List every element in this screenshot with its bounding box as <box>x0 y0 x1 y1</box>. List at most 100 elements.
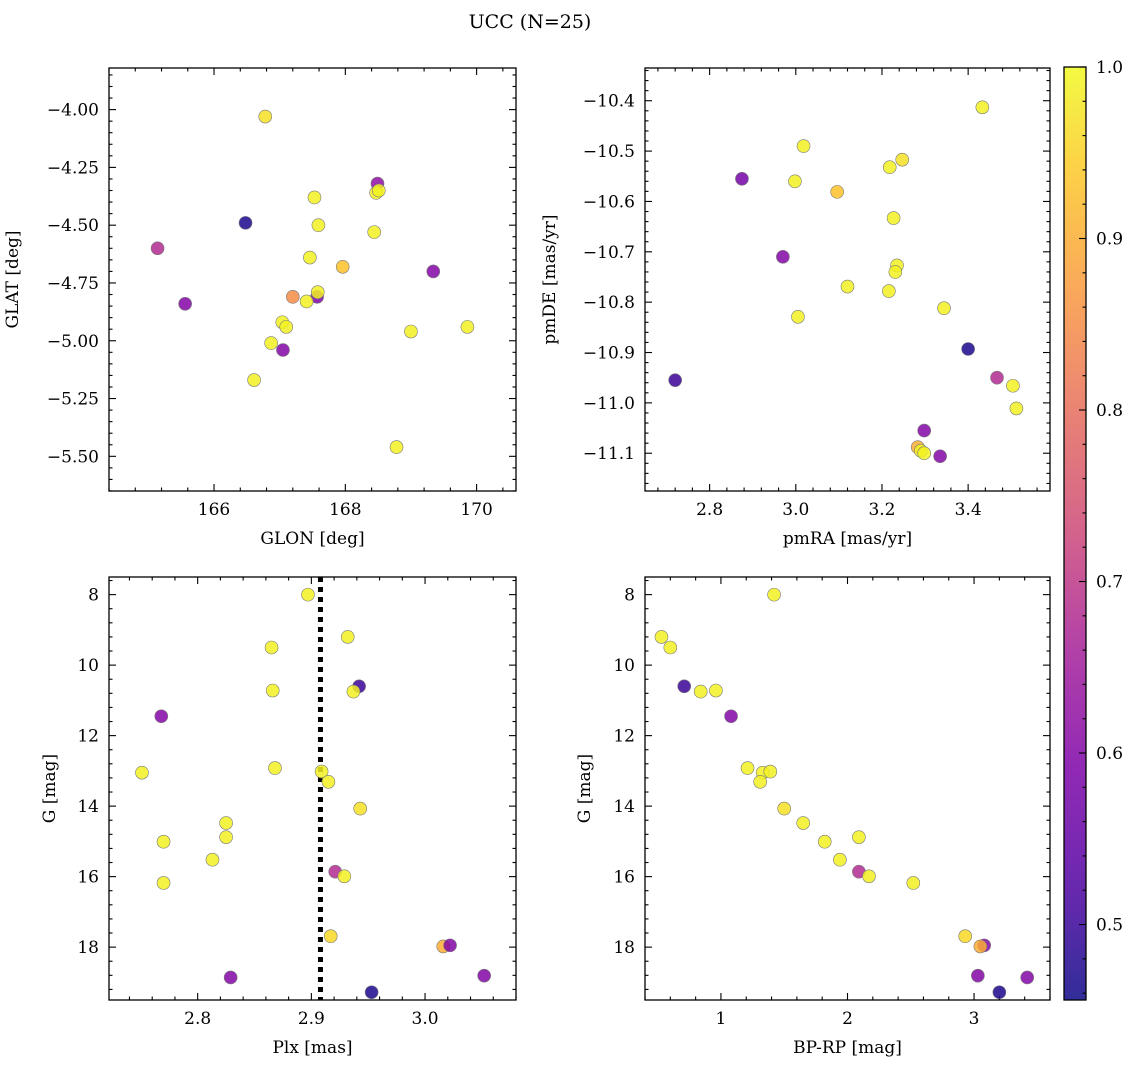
data-point <box>307 190 322 205</box>
colorbar-tick-label: 0.6 <box>1096 744 1123 764</box>
data-point <box>276 343 290 357</box>
y-tick-label: 8 <box>624 586 635 606</box>
y-tick-label: −10.5 <box>583 142 635 162</box>
data-points <box>150 109 475 454</box>
ticks <box>645 68 1050 491</box>
colorbar-tick-label: 0.8 <box>1096 401 1123 421</box>
y-tick-label: −10.7 <box>583 243 635 263</box>
x-tick-label: 3.2 <box>868 500 895 520</box>
x-axis-label: BP-RP [mag] <box>793 1038 902 1058</box>
data-points <box>135 587 491 1000</box>
panel-glon-glat: 166 168 170 −5.50 −5.25 −5.00 −4.75 −4.50 −4.25 −… <box>3 67 517 549</box>
data-point <box>310 285 325 300</box>
data-point <box>971 968 985 983</box>
y-tick-label: −10.4 <box>583 92 635 112</box>
data-point <box>990 370 1004 385</box>
data-point <box>258 109 273 124</box>
x-tick-label: 168 <box>329 500 361 520</box>
data-point <box>886 211 901 225</box>
data-point <box>264 640 279 655</box>
data-point <box>156 876 171 890</box>
x-tick-label: 1 <box>716 1009 727 1029</box>
axes-frame <box>108 67 517 492</box>
data-point <box>791 309 805 324</box>
x-tick-label: 3.0 <box>412 1009 439 1029</box>
data-point <box>335 259 350 274</box>
y-tick-label: 16 <box>613 868 635 888</box>
ticks <box>109 577 517 1000</box>
data-point <box>135 765 149 780</box>
data-point <box>862 869 876 884</box>
x-tick-label: 2.8 <box>184 1009 211 1029</box>
y-tick-label: −4.50 <box>47 216 99 236</box>
data-point <box>724 709 738 724</box>
y-tick-label: 10 <box>613 656 635 676</box>
data-point <box>906 876 921 890</box>
data-point <box>763 764 778 779</box>
data-point <box>992 985 1007 1000</box>
data-points <box>668 100 1024 464</box>
data-point <box>219 830 233 844</box>
data-point <box>788 174 802 189</box>
data-point <box>346 684 361 699</box>
data-point <box>958 929 973 943</box>
data-point <box>654 630 669 644</box>
data-point <box>337 869 352 884</box>
data-point <box>917 446 931 461</box>
data-point <box>753 775 767 789</box>
data-point <box>796 139 811 153</box>
y-tick-label: −11.1 <box>583 444 635 464</box>
panel-pmra-pmde: 2.8 3.0 3.2 3.4 −11.1 −11.0 −10.9 −10.8 −10.7 −10… <box>540 67 1051 549</box>
data-point <box>663 640 678 655</box>
data-point <box>323 929 338 943</box>
ticks <box>108 68 516 492</box>
data-point <box>178 296 192 311</box>
data-point <box>303 250 317 265</box>
data-point <box>840 279 855 294</box>
ticks <box>644 577 1051 1000</box>
x-tick-label: 3.0 <box>782 500 809 520</box>
y-axis-label: G [mag] <box>575 754 595 823</box>
y-tick-label: −4.00 <box>47 101 99 121</box>
data-point <box>340 630 355 644</box>
colorbar-tick-label: 0.5 <box>1096 916 1123 936</box>
data-point <box>372 183 386 198</box>
y-tick-label: 8 <box>88 586 99 606</box>
y-tick-label: −5.00 <box>47 332 99 352</box>
data-point <box>268 761 282 775</box>
data-point <box>1020 970 1035 985</box>
data-point <box>895 152 910 167</box>
data-point <box>796 816 811 830</box>
data-point <box>404 324 418 339</box>
data-point <box>389 440 404 454</box>
data-point <box>311 218 326 232</box>
data-point <box>353 801 368 816</box>
data-point <box>830 185 844 199</box>
data-point <box>709 683 723 698</box>
data-point <box>888 265 903 279</box>
data-point <box>219 816 233 830</box>
data-points <box>654 587 1035 1000</box>
x-tick-label: 3.4 <box>955 500 982 520</box>
data-point <box>286 290 300 304</box>
data-point <box>247 373 261 387</box>
data-point <box>1006 378 1020 393</box>
y-tick-label: −10.6 <box>583 192 635 212</box>
x-tick-label: 2.8 <box>696 500 723 520</box>
x-tick-label: 170 <box>460 500 492 520</box>
data-point <box>677 679 692 694</box>
data-point <box>367 225 382 239</box>
y-tick-label: −4.75 <box>47 274 99 294</box>
y-axis-label: GLAT [deg] <box>3 230 23 328</box>
colorbar-frame <box>1063 66 1087 1001</box>
data-point <box>150 241 165 256</box>
data-point <box>443 938 457 953</box>
x-axis-label: Plx [mas] <box>272 1038 352 1058</box>
colorbar-gradient <box>1064 67 1086 1000</box>
y-tick-label: 12 <box>613 727 635 747</box>
data-point <box>279 320 294 334</box>
data-point <box>1009 401 1024 416</box>
data-point <box>460 320 475 334</box>
data-point <box>777 801 792 816</box>
